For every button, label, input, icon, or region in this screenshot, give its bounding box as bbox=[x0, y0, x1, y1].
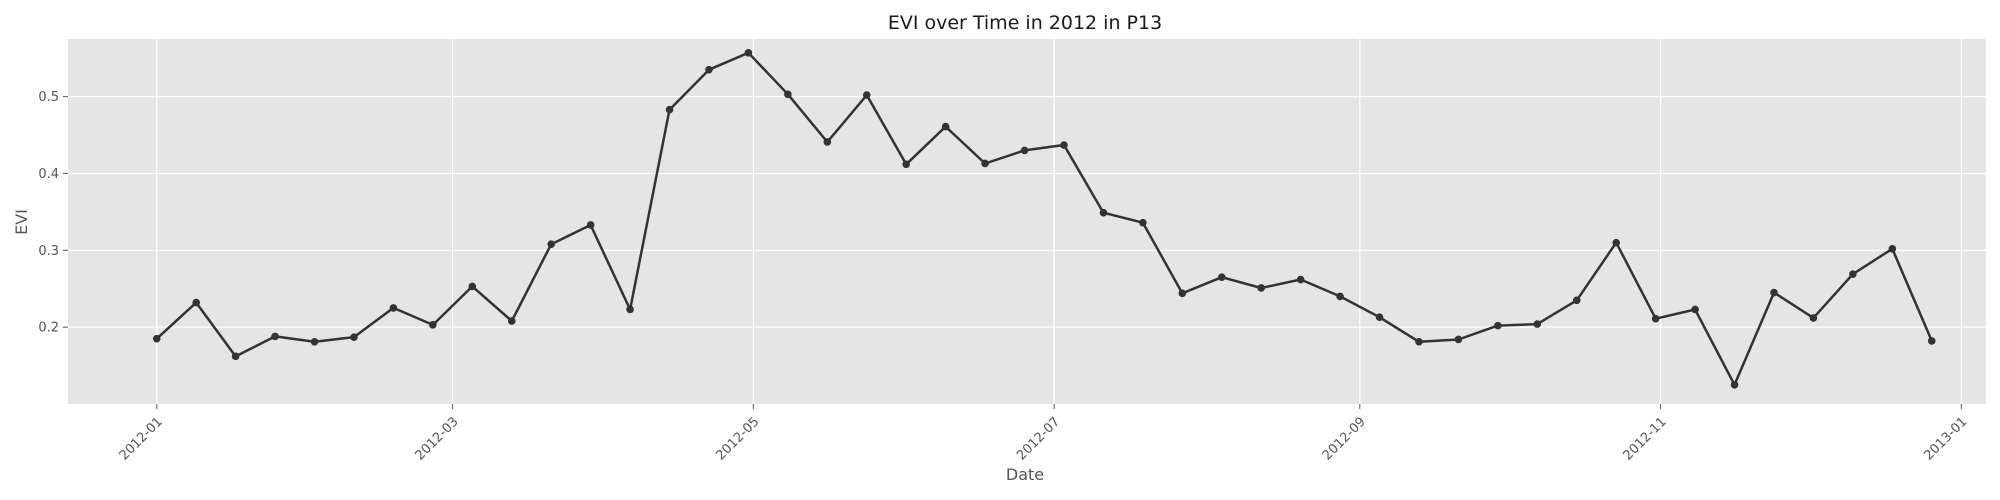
x-tick-label: 2013-01 bbox=[1921, 414, 1970, 463]
data-point bbox=[1257, 284, 1266, 292]
y-tick-label: 0.2 bbox=[38, 321, 59, 336]
data-point bbox=[626, 305, 634, 314]
data-point bbox=[507, 317, 516, 325]
data-point bbox=[1888, 244, 1897, 253]
data-point bbox=[1296, 275, 1305, 284]
x-tick-label: 2012-09 bbox=[1320, 414, 1369, 463]
x-tick-label: 2012-01 bbox=[117, 414, 166, 463]
data-point bbox=[1415, 337, 1423, 346]
data-point bbox=[981, 159, 989, 168]
y-tick-label: 0.3 bbox=[38, 244, 59, 259]
x-tick-label: 2012-03 bbox=[413, 414, 462, 463]
data-point bbox=[1651, 314, 1660, 323]
data-point bbox=[1020, 146, 1029, 155]
chart-title: EVI over Time in 2012 in P13 bbox=[888, 12, 1162, 34]
data-point bbox=[744, 49, 753, 57]
data-point bbox=[1099, 208, 1108, 217]
x-tick-label: 2012-11 bbox=[1621, 414, 1670, 463]
plot-area bbox=[68, 39, 1986, 404]
y-tick-label: 0.4 bbox=[38, 167, 59, 182]
data-point bbox=[231, 352, 240, 361]
data-point bbox=[705, 65, 713, 74]
data-point bbox=[1178, 289, 1187, 298]
data-point bbox=[310, 337, 319, 346]
data-point bbox=[152, 334, 161, 343]
data-point bbox=[1927, 337, 1936, 345]
data-point bbox=[1730, 380, 1739, 389]
data-point bbox=[429, 321, 437, 329]
grid-lines bbox=[68, 39, 1986, 404]
data-point bbox=[547, 240, 555, 248]
data-point bbox=[1217, 273, 1226, 282]
data-point bbox=[941, 122, 950, 131]
data-point bbox=[1612, 238, 1621, 247]
data-point bbox=[350, 333, 358, 341]
x-tick-label: 2012-05 bbox=[713, 414, 762, 463]
data-point bbox=[468, 282, 477, 291]
data-point bbox=[1139, 218, 1147, 227]
data-point bbox=[902, 160, 911, 169]
data-point bbox=[1572, 296, 1581, 305]
data-point bbox=[1454, 335, 1463, 344]
data-point bbox=[1375, 313, 1384, 321]
data-point bbox=[586, 221, 595, 229]
data-point bbox=[1494, 321, 1502, 330]
data-point bbox=[665, 105, 674, 114]
data-point bbox=[1336, 292, 1344, 301]
data-point bbox=[389, 304, 398, 312]
y-tick-label: 0.5 bbox=[38, 90, 59, 105]
data-point bbox=[862, 91, 871, 99]
series-line bbox=[155, 51, 1933, 387]
y-axis-label: EVI bbox=[12, 209, 31, 235]
data-point bbox=[1809, 314, 1818, 322]
data-point bbox=[823, 138, 832, 146]
data-point bbox=[1691, 305, 1699, 314]
data-point bbox=[271, 332, 279, 341]
data-point bbox=[1533, 320, 1542, 328]
data-points bbox=[152, 49, 1936, 389]
data-point bbox=[1849, 270, 1857, 278]
data-point bbox=[192, 298, 200, 307]
x-tick-label: 2012-07 bbox=[1014, 414, 1063, 463]
data-point bbox=[1770, 288, 1778, 297]
x-axis-ticks: 2012-01 2012-03 2012-05 2012-07 2012-09 2012-… bbox=[117, 404, 1970, 463]
data-point bbox=[784, 90, 792, 99]
y-axis-ticks: 0.2 0.3 0.4 0.5 bbox=[38, 90, 68, 336]
x-axis-label: Date bbox=[1006, 465, 1044, 484]
data-point bbox=[1060, 141, 1068, 149]
